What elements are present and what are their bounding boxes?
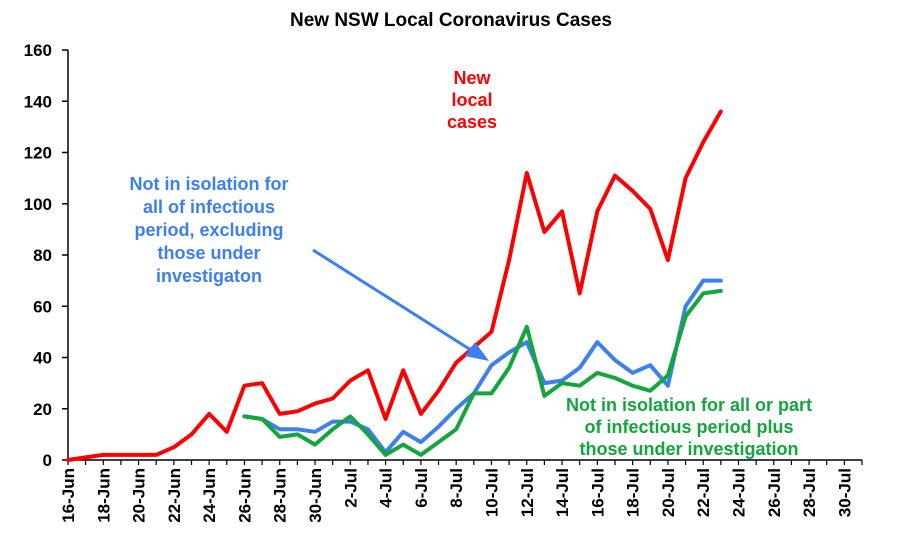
x-tick-label: 30-Jun <box>306 468 325 523</box>
annotation-line: those under <box>157 243 260 263</box>
x-tick-label: 18-Jun <box>94 468 113 523</box>
series-lines <box>66 109 723 462</box>
x-tick-label: 14-Jul <box>553 468 572 517</box>
annotation-line: investigaton <box>156 266 262 286</box>
y-tick-label: 140 <box>24 92 52 111</box>
blue-annotation-arrowhead <box>465 342 489 361</box>
y-tick-label: 80 <box>33 246 52 265</box>
x-tick-label: 2-Jul <box>341 468 360 508</box>
y-tick-label: 0 <box>43 451 52 470</box>
annotation-line: Not in isolation for <box>130 174 289 194</box>
x-tick-label: 6-Jul <box>412 468 431 508</box>
x-tick-label: 22-Jun <box>165 468 184 523</box>
x-tick-label: 8-Jul <box>447 468 466 508</box>
x-tick-label: 26-Jun <box>235 468 254 523</box>
series-line-3 <box>242 288 723 457</box>
series-line-1 <box>66 109 723 462</box>
axes: 0 20 40 60 80 100 120 140 160 16-Jun 18-Jun 20-Jun 2… <box>24 41 863 523</box>
x-tick-label: 28-Jul <box>800 468 819 517</box>
annotation-line: of infectious period plus <box>584 417 793 437</box>
annotation-line: those under investigation <box>579 439 798 459</box>
red-series-annotation: New local cases <box>447 68 497 132</box>
x-tick-label: 16-Jun <box>59 468 78 523</box>
x-tick-label: 24-Jun <box>200 468 219 523</box>
chart-title: New NSW Local Coronavirus Cases <box>290 10 612 31</box>
y-tick-label: 100 <box>24 195 52 214</box>
x-tick-label: 20-Jul <box>659 468 678 517</box>
annotation-line: all of infectious <box>143 197 275 217</box>
annotation-line: Not in isolation for all or part <box>566 395 812 415</box>
blue-series-annotation: Not in isolation for all of infectious per… <box>130 174 289 286</box>
x-tick-label: 24-Jul <box>729 468 748 517</box>
annotation-line: cases <box>447 112 497 132</box>
y-tick-label: 20 <box>33 400 52 419</box>
green-series-annotation: Not in isolation for all or part of infec… <box>566 395 812 459</box>
x-tick-label: 4-Jul <box>377 468 396 508</box>
y-tick-label: 40 <box>33 349 52 368</box>
annotation-line: New <box>453 68 491 88</box>
x-tick-label: 10-Jul <box>482 468 501 517</box>
x-tick-label: 18-Jul <box>624 468 643 517</box>
series-line-2 <box>242 278 723 455</box>
x-tick-label: 20-Jun <box>130 468 149 523</box>
x-tick-label: 22-Jul <box>694 468 713 517</box>
annotation-line: period, excluding <box>134 220 283 240</box>
annotations: New local cases Not in isolation for all of … <box>130 68 813 459</box>
x-tick-label: 28-Jun <box>271 468 290 523</box>
x-tick-label: 30-Jul <box>835 468 854 517</box>
annotation-line: local <box>451 90 492 110</box>
y-tick-label: 60 <box>33 297 52 316</box>
x-tick-label: 12-Jul <box>518 468 537 517</box>
x-tick-label: 16-Jul <box>588 468 607 517</box>
x-tick-label: 26-Jul <box>765 468 784 517</box>
blue-annotation-arrow <box>312 248 475 354</box>
y-tick-label: 160 <box>24 41 52 60</box>
y-tick-label: 120 <box>24 144 52 163</box>
